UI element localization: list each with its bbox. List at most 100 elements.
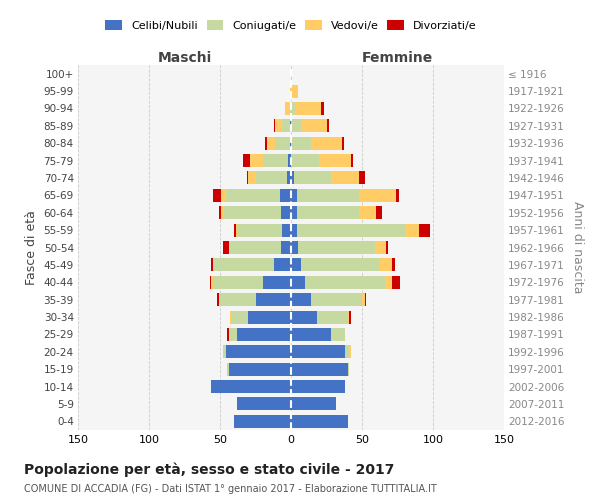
Bar [283,120,290,132]
Bar [291,102,295,115]
Bar [349,310,350,324]
Bar [280,189,291,202]
Bar [331,328,345,341]
Bar [331,172,359,184]
Text: Popolazione per età, sesso e stato civile - 2017: Popolazione per età, sesso e stato civil… [24,462,394,477]
Bar [296,189,359,202]
Bar [392,258,395,272]
Bar [218,206,221,220]
Bar [227,328,229,341]
Bar [291,258,301,272]
Bar [291,362,348,376]
Bar [211,258,213,272]
Y-axis label: Fasce di età: Fasce di età [25,210,38,285]
Bar [286,102,290,115]
Bar [237,224,283,236]
Bar [291,189,296,202]
Bar [290,120,291,132]
Bar [232,310,248,324]
Bar [291,328,331,341]
Bar [230,328,237,341]
Bar [365,293,366,306]
Bar [229,241,230,254]
Text: Femmine: Femmine [362,51,433,65]
Bar [287,172,291,184]
Bar [362,293,365,306]
Bar [359,206,376,220]
Bar [291,415,348,428]
Bar [291,310,317,324]
Bar [376,206,382,220]
Bar [291,346,345,358]
Bar [226,346,291,358]
Bar [229,362,291,376]
Bar [348,362,349,376]
Bar [317,310,348,324]
Text: COMUNE DI ACCADIA (FG) - Dati ISTAT 1° gennaio 2017 - Elaborazione TUTTITALIA.IT: COMUNE DI ACCADIA (FG) - Dati ISTAT 1° g… [24,484,437,494]
Bar [213,276,263,289]
Bar [291,136,311,149]
Bar [396,189,399,202]
Bar [267,136,275,149]
Bar [295,102,321,115]
Bar [296,206,359,220]
Bar [359,189,396,202]
Bar [375,241,386,254]
Bar [326,120,329,132]
Bar [380,258,392,272]
Bar [298,241,375,254]
Bar [230,241,281,254]
Bar [291,120,301,132]
Bar [291,67,292,80]
Bar [392,276,400,289]
Bar [296,224,404,236]
Bar [217,293,218,306]
Bar [311,136,342,149]
Bar [283,224,291,236]
Bar [263,154,288,167]
Bar [291,276,305,289]
Bar [386,241,388,254]
Bar [220,293,256,306]
Bar [248,310,291,324]
Bar [350,154,353,167]
Bar [230,310,232,324]
Bar [213,258,214,272]
Bar [229,328,230,341]
Bar [223,346,226,358]
Bar [348,310,349,324]
Bar [237,398,291,410]
Bar [385,276,392,289]
Bar [288,154,291,167]
Bar [419,224,430,236]
Bar [291,172,294,184]
Bar [274,120,275,132]
Bar [248,172,256,184]
Bar [211,276,213,289]
Bar [345,346,349,358]
Bar [291,380,345,393]
Bar [274,258,291,272]
Bar [275,120,283,132]
Bar [342,136,344,149]
Bar [294,172,331,184]
Bar [301,258,380,272]
Bar [275,136,290,149]
Bar [236,224,237,236]
Bar [290,84,291,98]
Bar [234,224,236,236]
Bar [256,172,287,184]
Bar [291,293,311,306]
Bar [247,172,248,184]
Bar [221,206,224,220]
Bar [321,102,323,115]
Bar [291,398,337,410]
Bar [224,206,281,220]
Bar [237,328,291,341]
Bar [305,276,385,289]
Bar [223,241,229,254]
Legend: Celibi/Nubili, Coniugati/e, Vedovi/e, Divorziati/e: Celibi/Nubili, Coniugati/e, Vedovi/e, Di… [101,16,481,36]
Bar [250,154,263,167]
Y-axis label: Anni di nascita: Anni di nascita [571,201,584,294]
Bar [349,346,350,358]
